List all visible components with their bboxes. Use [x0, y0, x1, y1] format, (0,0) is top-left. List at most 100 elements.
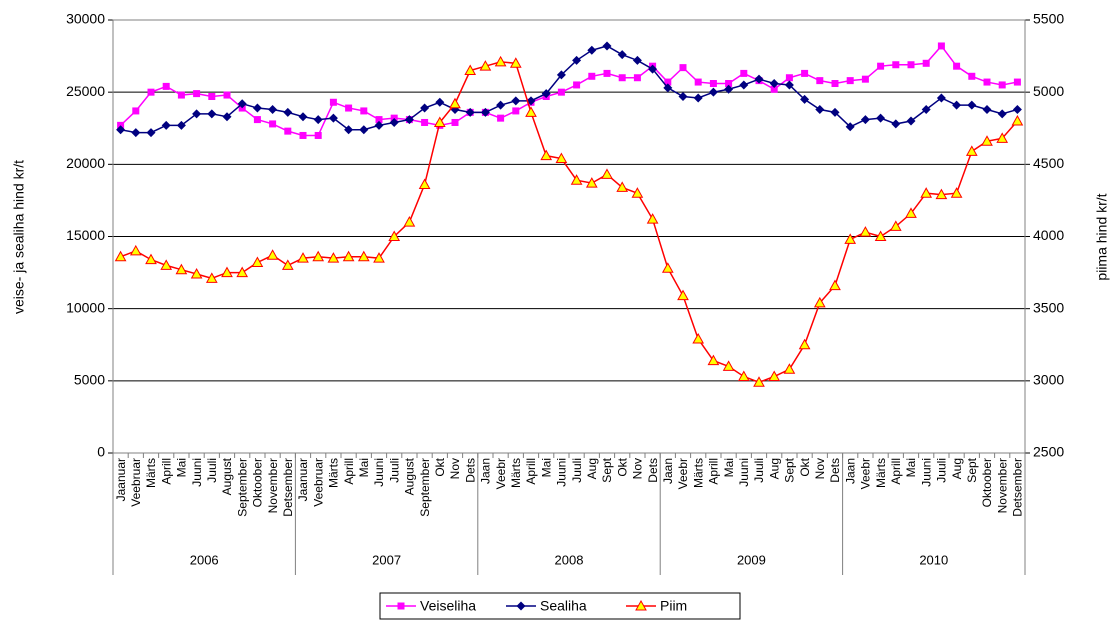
- marker: [281, 259, 294, 270]
- marker: [147, 88, 155, 96]
- x-tick-label: Oktoober: [251, 458, 265, 507]
- x-tick-label: Märts: [509, 458, 523, 488]
- marker: [678, 91, 688, 101]
- marker: [632, 55, 642, 65]
- marker: [190, 267, 203, 279]
- x-tick-label: Aug: [767, 458, 781, 479]
- y2-tick-label: 4000: [1033, 227, 1064, 243]
- x-tick-label: Sept: [783, 457, 797, 482]
- y-tick-label: 5000: [74, 372, 105, 388]
- marker: [920, 187, 933, 198]
- marker: [252, 103, 262, 113]
- marker: [312, 250, 325, 262]
- marker: [509, 57, 522, 68]
- x-tick-label: Oktoober: [980, 458, 994, 507]
- marker: [768, 370, 781, 382]
- marker: [860, 115, 870, 125]
- marker: [889, 220, 902, 231]
- marker: [176, 120, 186, 130]
- marker: [397, 602, 405, 610]
- group-label: 2008: [555, 552, 584, 567]
- marker: [516, 601, 526, 611]
- marker: [556, 70, 566, 80]
- x-tick-label: Juuli: [205, 458, 219, 483]
- x-tick-label: Dets: [646, 458, 660, 483]
- marker: [935, 188, 948, 200]
- marker: [906, 116, 916, 126]
- x-tick-label: Juuli: [752, 458, 766, 483]
- marker: [617, 50, 627, 60]
- marker: [983, 78, 991, 86]
- marker: [722, 360, 735, 371]
- x-tick-label: Aug: [585, 458, 599, 479]
- x-tick-label: Mai: [722, 458, 736, 477]
- marker: [952, 100, 962, 110]
- x-tick-label: Okt: [798, 457, 812, 476]
- marker: [449, 97, 461, 109]
- marker: [342, 250, 355, 262]
- marker: [953, 62, 961, 70]
- marker: [479, 60, 492, 71]
- marker: [420, 103, 430, 113]
- marker: [435, 97, 445, 107]
- marker: [694, 78, 702, 86]
- marker: [205, 272, 218, 283]
- marker: [646, 213, 659, 224]
- marker: [357, 250, 370, 262]
- marker: [692, 332, 705, 344]
- marker: [557, 88, 565, 96]
- x-tick-label: Aprill: [707, 458, 721, 485]
- marker: [892, 61, 900, 69]
- y-axis-label: veise- ja sealiha hind kr/t: [11, 160, 27, 314]
- marker: [418, 178, 431, 190]
- marker: [114, 250, 127, 262]
- marker: [375, 116, 383, 124]
- marker: [769, 79, 779, 89]
- marker: [223, 91, 231, 99]
- marker: [297, 252, 309, 263]
- marker: [266, 249, 279, 260]
- marker: [603, 69, 611, 77]
- marker: [540, 149, 553, 161]
- marker: [631, 187, 644, 198]
- marker: [389, 117, 399, 127]
- marker: [221, 266, 233, 278]
- marker: [635, 599, 647, 611]
- y2-tick-label: 4500: [1033, 155, 1064, 171]
- legend-label: Sealiha: [540, 598, 587, 614]
- x-tick-label: September: [235, 458, 249, 517]
- marker: [907, 61, 915, 69]
- marker: [555, 152, 568, 164]
- marker: [784, 80, 794, 90]
- marker: [905, 207, 917, 218]
- marker: [585, 177, 598, 188]
- x-tick-label: Okt: [433, 457, 447, 476]
- marker: [798, 338, 811, 350]
- marker: [616, 181, 629, 192]
- x-tick-label: Jaan: [661, 458, 675, 484]
- marker: [328, 113, 338, 123]
- marker: [222, 112, 232, 122]
- marker: [464, 64, 477, 76]
- y2-tick-label: 2500: [1033, 444, 1064, 460]
- x-tick-label: Juuni: [919, 458, 933, 487]
- x-tick-label: Veebr: [859, 458, 873, 489]
- marker: [465, 107, 475, 117]
- marker: [131, 128, 141, 138]
- marker: [997, 109, 1007, 119]
- marker: [725, 80, 733, 88]
- y-tick-label: 30000: [66, 11, 105, 27]
- marker: [588, 72, 596, 80]
- marker: [480, 107, 490, 117]
- marker: [693, 93, 703, 103]
- marker: [512, 107, 520, 115]
- x-tick-label: Okt: [615, 457, 629, 476]
- marker: [403, 216, 416, 227]
- marker: [160, 259, 173, 270]
- marker: [739, 80, 749, 90]
- marker: [359, 125, 369, 135]
- marker: [601, 168, 613, 179]
- marker: [664, 78, 672, 86]
- marker: [602, 41, 612, 51]
- marker: [783, 363, 796, 374]
